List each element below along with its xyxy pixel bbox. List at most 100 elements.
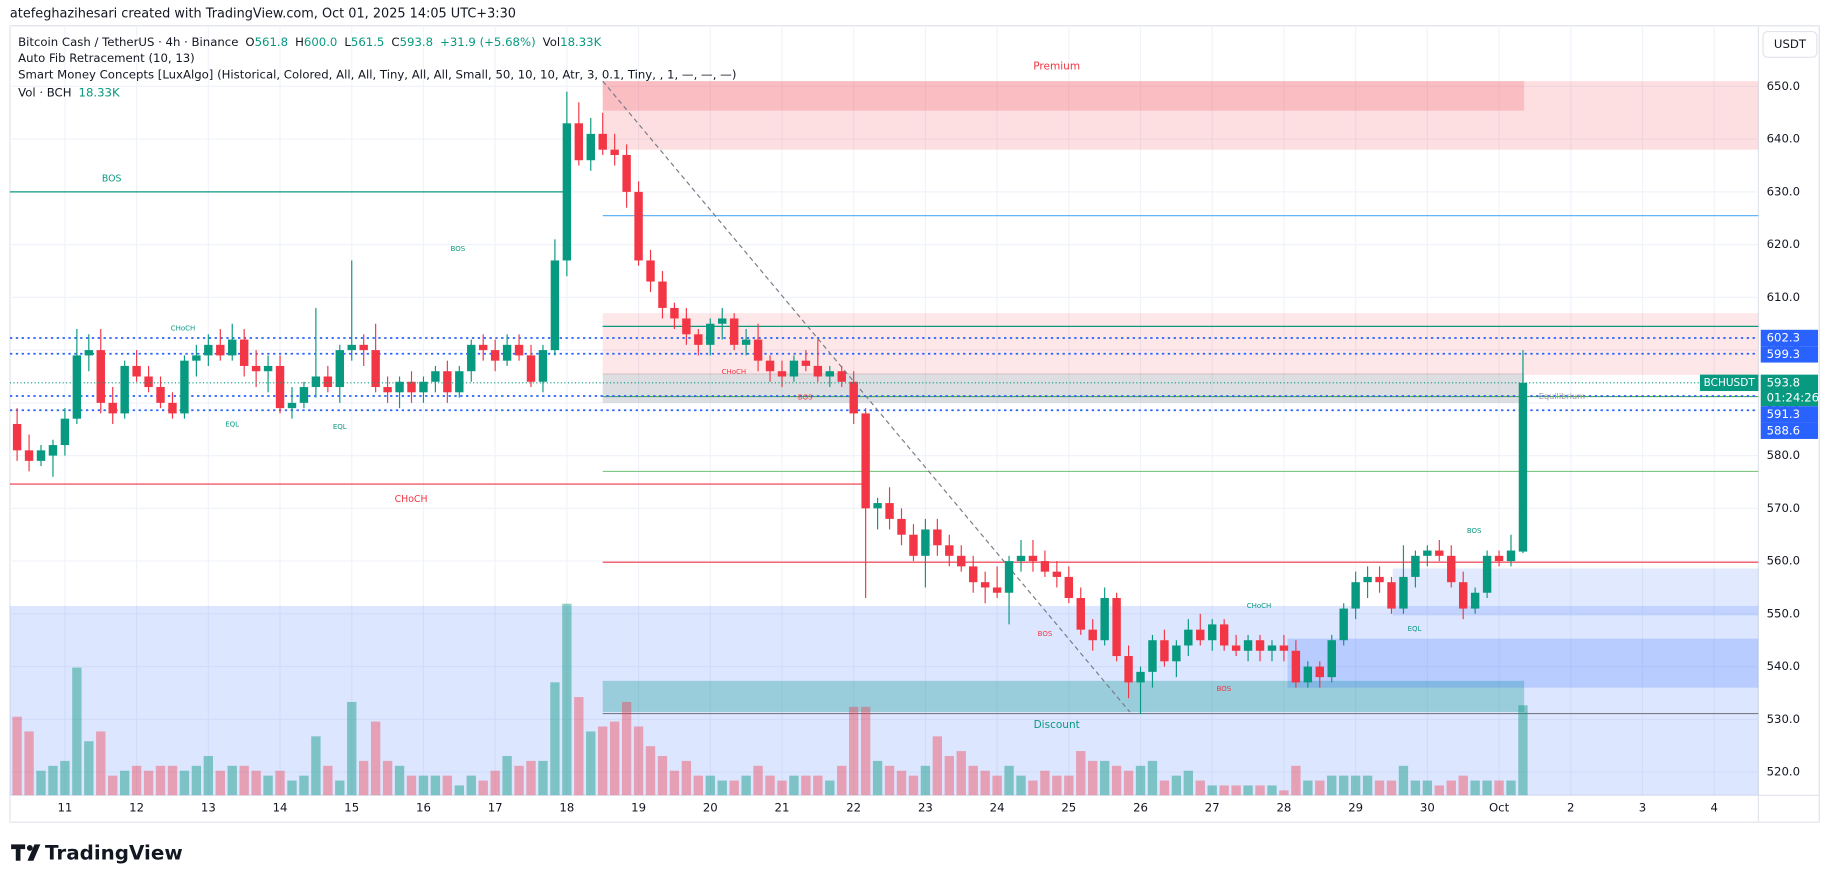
volume-bar [1518,705,1528,796]
candle-body [490,350,500,361]
volume-bar [992,775,1002,796]
candle-body [144,376,153,388]
candle-body [825,371,835,377]
candle-body [96,350,105,403]
candle-body [120,365,129,414]
volume-bar [347,701,357,796]
candle-body [1363,576,1372,583]
annotation: Equilibrium [1539,391,1585,401]
candle-body [443,371,452,393]
volume-bar [287,780,297,796]
candle-body [1196,629,1205,641]
vol-key: Vol [543,35,561,49]
zone [602,81,1759,150]
x-tick-label: 25 [1061,801,1076,815]
volume-bar [1207,785,1217,796]
candle-body [550,260,560,351]
candle-body [1375,576,1384,583]
volume-bar [418,775,429,796]
price-tag [1760,422,1819,439]
volume-bar [155,765,166,796]
legend-main: Bitcoin Cash / TetherUS · 4h · Binance O5… [18,35,601,49]
candle-body [478,344,488,351]
zone [1287,638,1759,688]
volume-bar [1243,785,1253,796]
candle-body [168,402,177,414]
volume-bar [84,741,94,796]
candle-body [1064,576,1074,599]
candle-body [729,318,739,345]
candle-body [1028,555,1038,562]
candle-body [60,418,70,446]
candle-body [395,381,404,393]
volume-bar [1279,790,1289,796]
volume-bar [1362,775,1373,796]
ohlc-value: 561.8 [255,35,288,49]
volume-bar [239,765,249,796]
candle-body [431,371,440,382]
logo [11,844,41,861]
annotation: CHoCH [722,367,747,376]
volume-bar [1458,775,1468,796]
annotation: BOS [1038,629,1053,638]
volume-bar [1386,780,1397,796]
volume-bar [191,765,202,796]
x-tick-label: 24 [990,801,1005,815]
volume-bar [1028,780,1038,796]
candle-body [335,350,345,388]
volume-bar [466,775,476,796]
volume-bar [1076,751,1086,796]
indicator-legend: Auto Fib Retracement (10, 13) [18,51,195,65]
candle-body [574,123,584,161]
zone [602,680,1525,712]
volume-bar [1291,765,1301,796]
ohlc-key: O [245,35,254,49]
volume-bar [1267,785,1277,796]
annotation: EQL [1408,624,1422,633]
candle-body [598,133,607,150]
ohlc-key: H [295,35,304,49]
candle-body [586,133,595,161]
volume-bar [574,697,584,796]
candle-body [108,402,117,414]
candle-body [1387,582,1396,609]
x-tick-label: 4 [1710,801,1717,815]
candle-body [1482,555,1492,593]
volume-bar [562,603,572,796]
candle-body [1339,608,1348,641]
currency[interactable]: USDT [1774,37,1807,51]
volume-bar [119,770,130,796]
candle-body [861,413,870,509]
annotation: Premium [1033,61,1080,73]
volume-bar [48,765,58,796]
countdown: 01:24:26 [1767,391,1819,405]
candle-body [634,191,643,261]
volume-bar [777,780,787,796]
volume-bar [789,775,799,796]
volume-bar [275,770,285,796]
volume-bar [323,765,333,796]
volume-bar [944,755,954,796]
volume-bar [1494,780,1504,796]
candle-body [753,339,763,361]
candle-body [526,355,536,382]
x-tick-label: 12 [129,801,144,815]
volume-bar [311,736,321,796]
x-tick-label: 20 [703,801,718,815]
volume-bar [60,760,70,796]
candle-body [1052,571,1062,577]
candle-body [909,534,918,556]
candle-body [84,350,94,356]
currency-box[interactable] [1762,30,1818,58]
volume-bar [765,775,775,796]
volume-bar [968,765,978,796]
volume-bar [72,667,82,796]
candle-body [1494,555,1504,562]
volume-bar [1183,770,1194,796]
volume-bar [454,785,464,796]
volume-legend-value: 18.33K [79,85,120,99]
ohlc-key: C [391,35,399,49]
volume-bar [359,760,369,796]
volume-bar [143,770,154,796]
volume-bar [550,682,560,796]
